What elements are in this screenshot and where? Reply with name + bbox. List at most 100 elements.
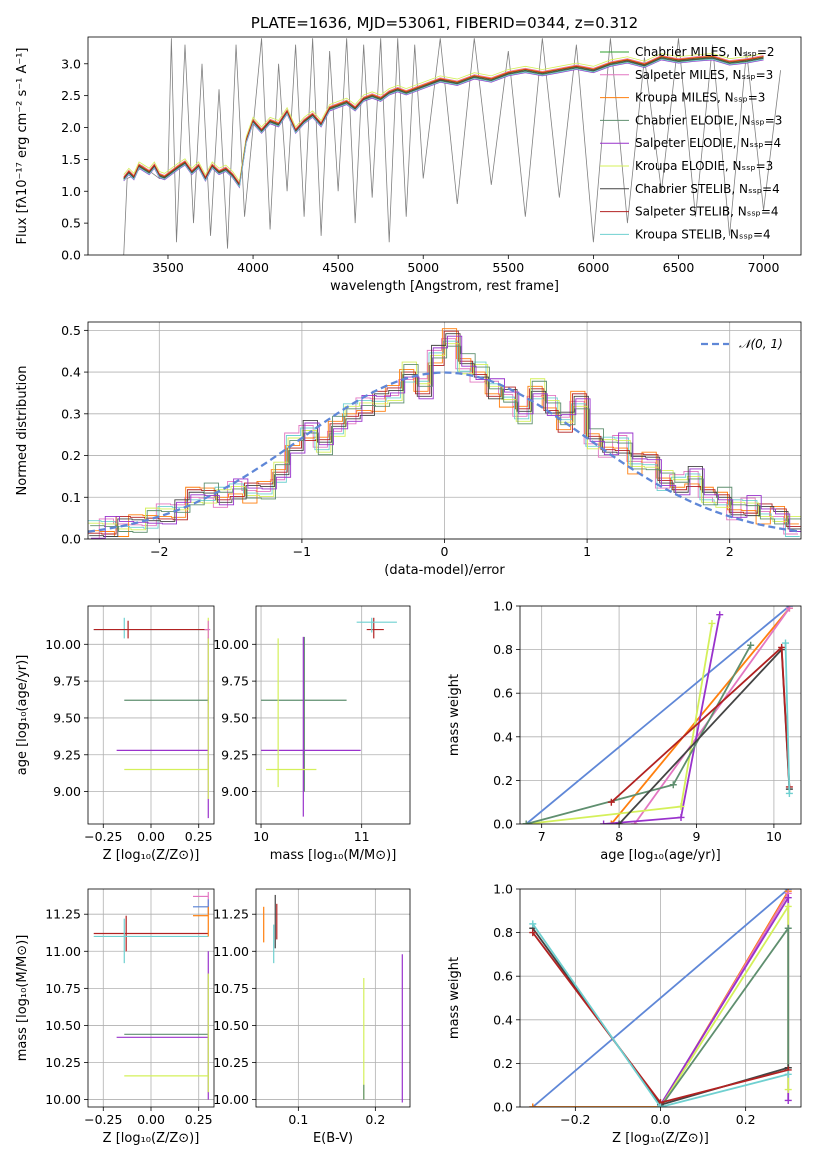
weight-marker (522, 820, 530, 824)
x-tick-label: 0.2 (365, 1112, 385, 1127)
weight-marker (784, 1086, 792, 1094)
y-axis-label: mass [log₁₀(M/M⊙)] (15, 935, 30, 1062)
y-tick-label: 1.0 (493, 599, 513, 614)
weight-marker (677, 803, 685, 811)
y-tick-label: 2.0 (61, 120, 81, 135)
panel-mass-vs-Z: −0.25 0.00 0.25 10.00 10.25 10.50 10.75 11.00 11… (15, 888, 215, 1146)
y-tick-label: 11.25 (45, 907, 81, 922)
histogram-step (88, 338, 799, 539)
model-line (123, 57, 764, 187)
errorbar-point (193, 906, 209, 937)
x-tick-label: 6000 (577, 260, 609, 275)
y-tick-label: 0.3 (61, 406, 81, 421)
weight-line (659, 903, 790, 1107)
y-tick-label: 1.5 (61, 152, 81, 167)
x-tick-label: 7 (538, 829, 546, 844)
x-tick-label: 0 (441, 544, 449, 559)
plot-area-age-vs-Z (93, 617, 211, 819)
x-axis-label: Z [log₁₀(Z/Z⊙)] (612, 1131, 709, 1146)
histogram-step (90, 345, 801, 533)
x-tick-label: 0.00 (137, 829, 165, 844)
y-tick-label: 0.0 (493, 1100, 513, 1115)
y-tick-label: 9.25 (221, 747, 249, 762)
weight-line (532, 923, 789, 1107)
legend-entry: 𝒩(0, 1) (739, 337, 783, 351)
legend-entry: Chabrier STELIB, Nₛₛₚ=4 (635, 182, 780, 196)
y-tick-label: 10.50 (213, 1018, 249, 1033)
x-tick-label: 0.00 (137, 1112, 165, 1127)
axes-frame (87, 605, 215, 825)
panel-weight-vs-age: 7 8 9 10 0.0 0.2 0.4 0.6 0.8 1.0 age [log₁₀(age/yr… (447, 599, 802, 863)
y-tick-label: 0.8 (493, 925, 513, 940)
legend-entry: Salpeter ELODIE, Nₛₛₚ=4 (635, 136, 781, 150)
weight-marker (708, 619, 716, 627)
x-axis-label: mass [log₁₀(M/M⊙)] (270, 848, 397, 863)
x-tick-label: −0.25 (84, 829, 122, 844)
legend-entry: Salpeter MILES, Nₛₛₚ=3 (635, 68, 773, 82)
weight-marker (677, 813, 685, 821)
normal-curve (88, 371, 801, 533)
weight-marker (529, 929, 537, 937)
axes-frame (255, 888, 411, 1108)
y-tick-label: 0.0 (61, 248, 81, 263)
weight-marker (615, 820, 623, 824)
y-tick-label: 0.6 (493, 969, 513, 984)
errorbar-point (93, 918, 209, 964)
panel-age-vs-mass: 10 11 9.00 9.25 9.50 9.75 10.00 mass [log₁₀(M/M… (213, 605, 411, 863)
weight-marker (607, 798, 615, 806)
weight-line (532, 889, 789, 1107)
y-tick-label: 10.00 (45, 637, 81, 652)
errorbar-point (366, 617, 384, 639)
x-tick-label: 1 (583, 544, 591, 559)
weight-marker (607, 820, 615, 824)
plot-area-spectrum (123, 38, 781, 255)
y-tick-label: 2.5 (61, 88, 81, 103)
x-tick-label: 11 (354, 829, 370, 844)
x-tick-label: 10 (253, 829, 269, 844)
weight-line (659, 925, 790, 1107)
histogram-step (88, 328, 799, 537)
legend-entry: Kroupa ELODIE, Nₛₛₚ=3 (635, 159, 773, 173)
x-tick-label: −1 (293, 544, 311, 559)
weight-marker (785, 606, 793, 612)
y-tick-label: 10.25 (213, 1055, 249, 1070)
y-tick-label: 9.00 (53, 784, 81, 799)
x-tick-label: 9 (693, 829, 701, 844)
x-tick-label: 5000 (407, 260, 439, 275)
weight-line (525, 606, 790, 824)
y-tick-label: 9.75 (53, 674, 81, 689)
x-tick-label: 2 (726, 544, 734, 559)
x-axis-label: Z [log₁₀(Z/Z⊙)] (103, 848, 200, 863)
y-tick-label: 10.75 (213, 981, 249, 996)
plot-area-weight-vs-age (522, 606, 793, 824)
y-tick-label: 9.25 (53, 747, 81, 762)
y-tick-label: 0.2 (61, 448, 81, 463)
panel-residuals: −2 −1 0 1 2 0.0 0.1 0.2 0.3 0.4 0.5 (data-model)/er… (15, 321, 802, 578)
errorbar-point (356, 617, 397, 633)
errorbar-point (93, 915, 209, 952)
y-axis-label: age [log₁₀(age/yr)] (15, 655, 30, 776)
model-line (123, 53, 764, 183)
weight-marker (716, 611, 724, 619)
y-tick-label: 9.00 (221, 784, 249, 799)
errorbar-point (93, 620, 209, 639)
y-tick-label: 0.5 (61, 323, 81, 338)
y-tick-label: 1.0 (493, 882, 513, 897)
y-tick-label: 0.2 (493, 773, 513, 788)
y-tick-label: 0.4 (61, 365, 81, 380)
axes-frame (87, 36, 802, 256)
y-tick-label: 10.00 (213, 637, 249, 652)
model-line (123, 55, 764, 185)
weight-marker (747, 641, 755, 649)
errorbar-point (124, 697, 209, 704)
errorbar-point (266, 638, 317, 788)
y-tick-label: 0.0 (493, 817, 513, 832)
axes-frame (519, 888, 802, 1108)
errorbar-point (193, 891, 209, 907)
errorbar-point (116, 636, 209, 819)
x-axis-label: wavelength [Angstrom, rest frame] (330, 279, 559, 294)
weight-marker (600, 820, 608, 824)
axes-frame (87, 888, 215, 1108)
x-tick-label: 0.25 (185, 1112, 213, 1127)
